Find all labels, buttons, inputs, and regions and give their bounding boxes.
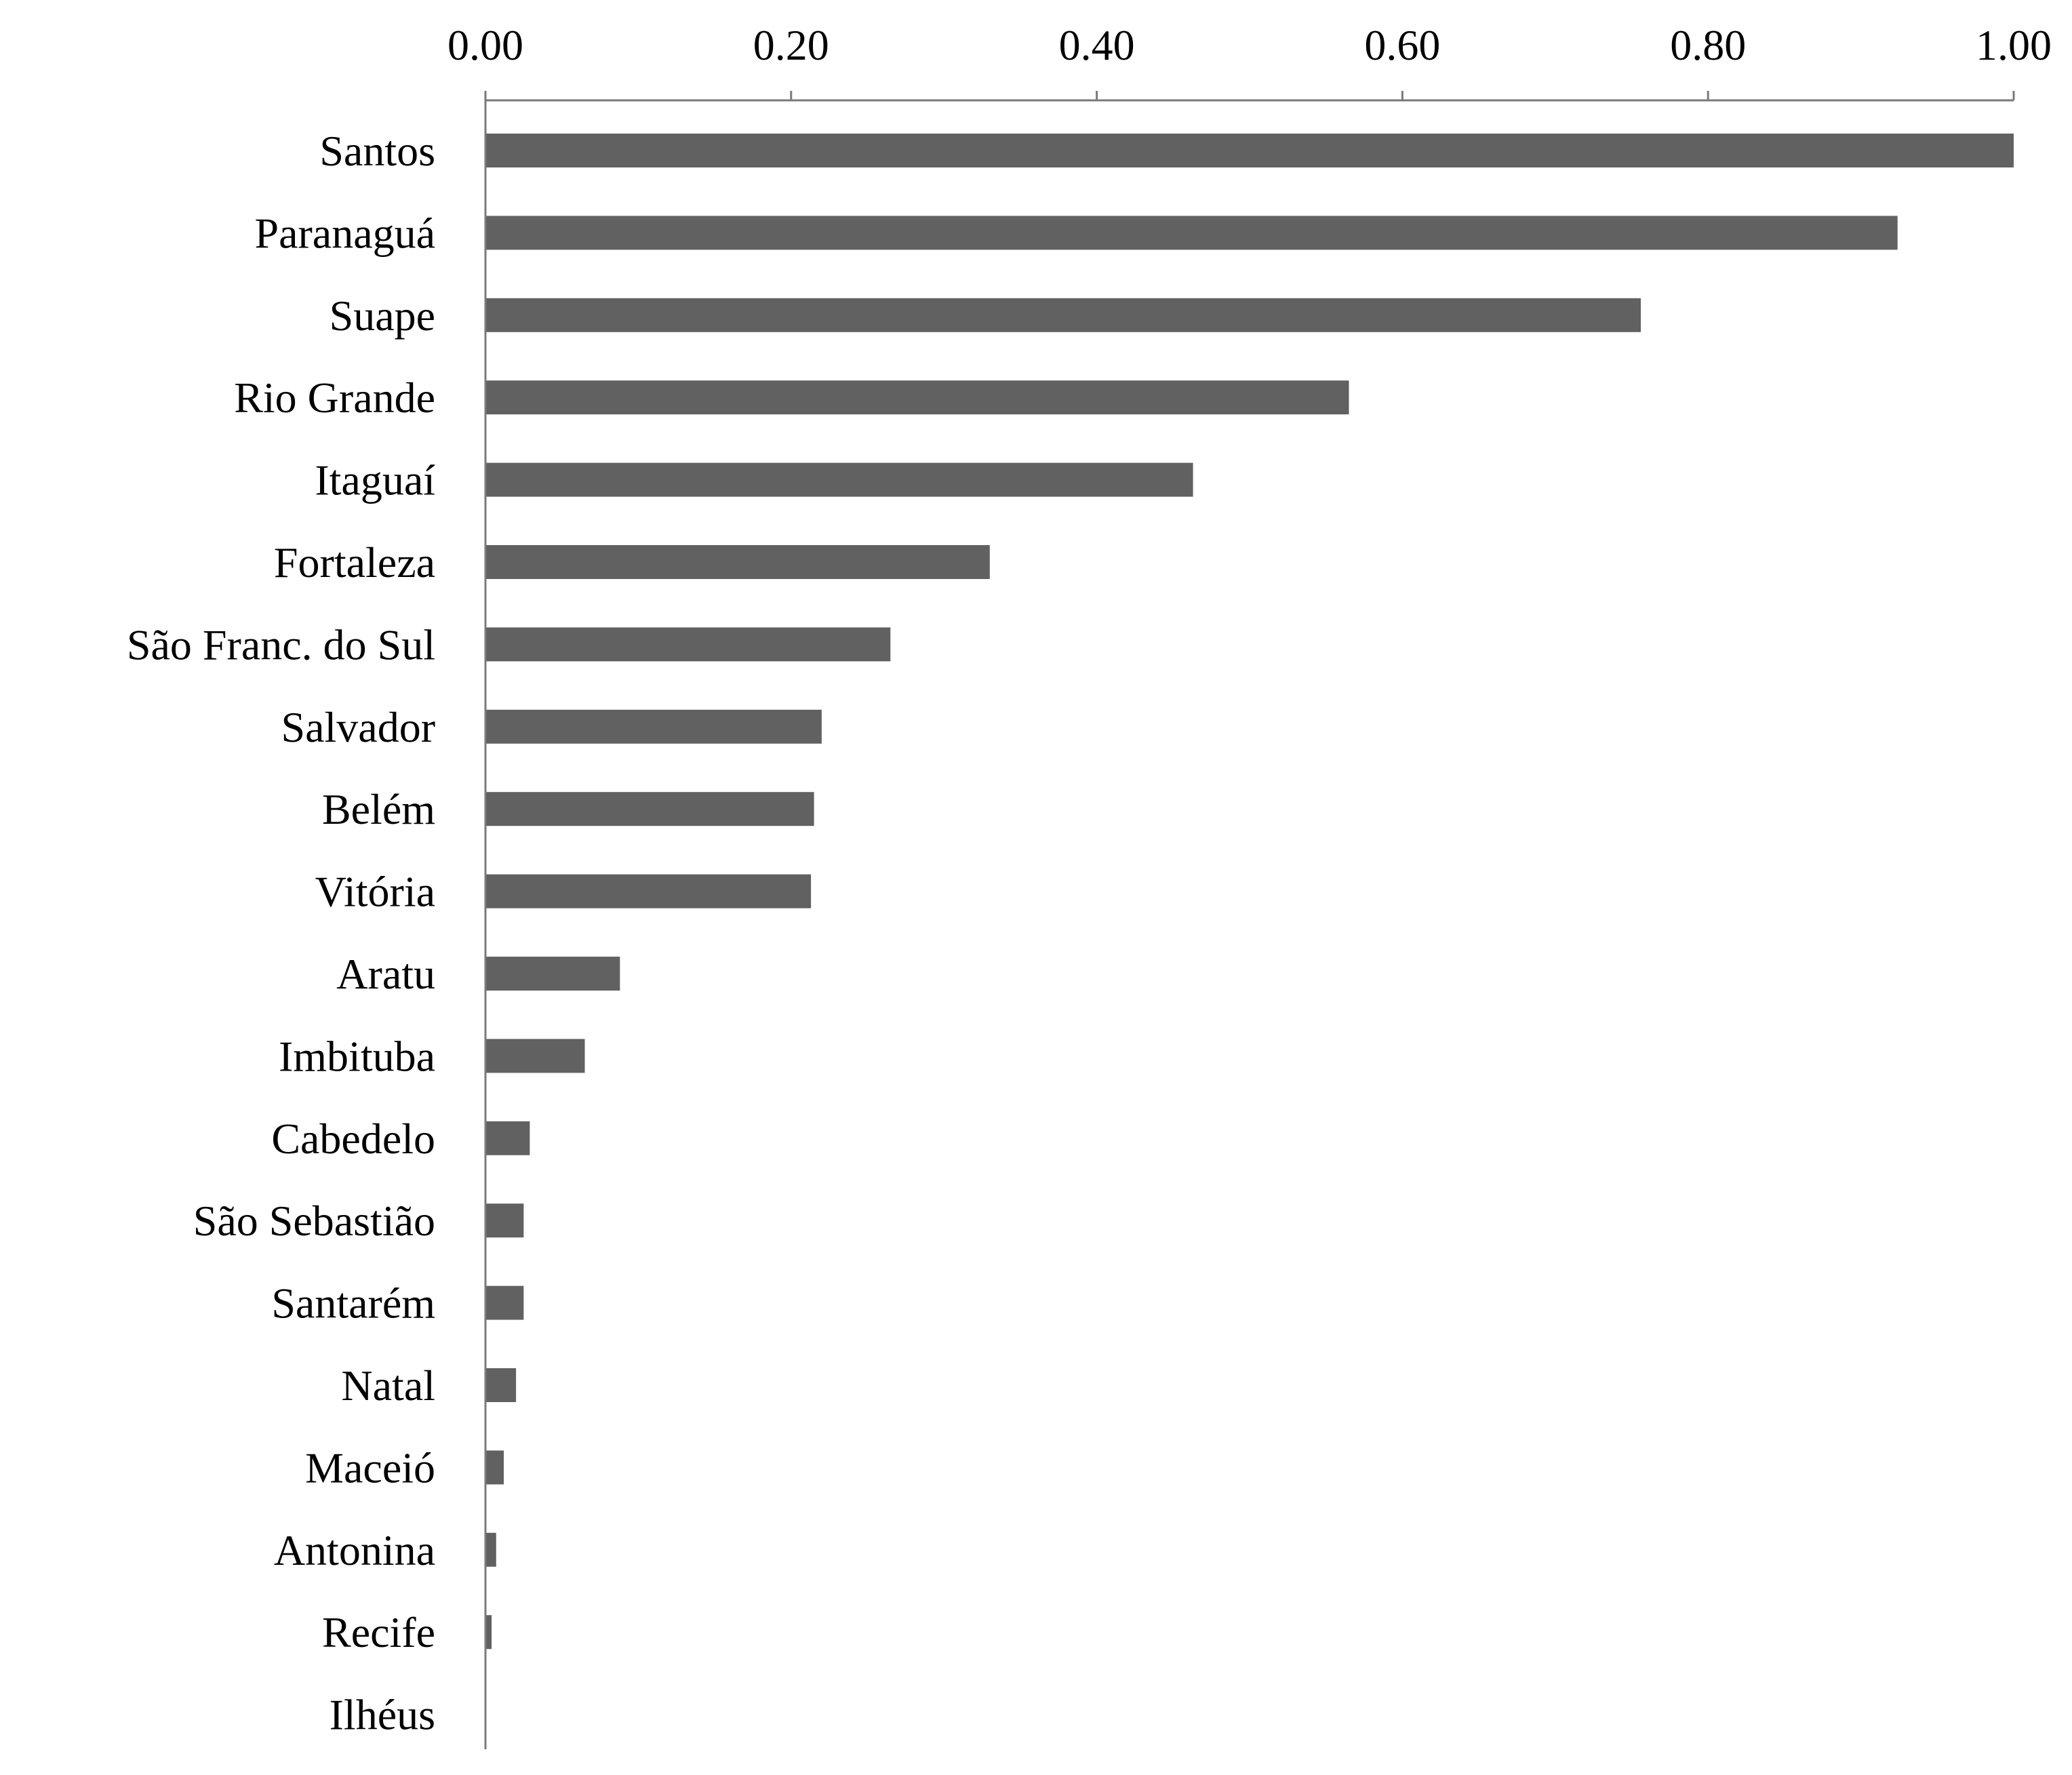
bar [485, 1532, 496, 1567]
category-label: Natal [341, 1361, 435, 1410]
bar [485, 462, 1193, 497]
bar [485, 627, 891, 662]
x-tick-label: 0.80 [1670, 21, 1746, 69]
x-tick-label: 0.00 [447, 21, 523, 69]
bar [485, 380, 1349, 415]
bar [485, 1203, 524, 1238]
bar [485, 792, 814, 826]
category-label: Itaguaí [315, 456, 435, 504]
bar [485, 874, 812, 909]
category-label: Antonina [274, 1526, 435, 1574]
category-label: Fortaleza [274, 538, 435, 586]
bar [485, 298, 1641, 332]
x-axis-tick-labels: 0.00 0.20 0.40 0.60 0.80 1.00 [447, 21, 2052, 69]
category-label: Salvador [281, 703, 436, 751]
bar [485, 709, 822, 744]
category-label: Rio Grande [234, 374, 435, 422]
category-label: São Franc. do Sul [127, 620, 435, 669]
bar [485, 1039, 585, 1073]
category-label: Cabedelo [271, 1115, 435, 1163]
category-label: Imbituba [279, 1032, 435, 1080]
category-label: São Sebastião [193, 1197, 435, 1245]
x-tick-label: 0.60 [1364, 21, 1440, 69]
bar [485, 1121, 530, 1155]
category-label: Ilhéus [330, 1691, 435, 1739]
bar [485, 1615, 492, 1650]
x-tick-label: 0.40 [1059, 21, 1135, 69]
x-tick-label: 1.00 [1976, 21, 2052, 69]
bar [485, 134, 2014, 167]
category-label: Recife [322, 1608, 435, 1656]
category-label: Paranaguá [254, 209, 435, 257]
x-tick-label: 0.20 [753, 21, 829, 69]
bar [485, 1450, 504, 1485]
category-label: Aratu [336, 950, 435, 998]
category-label: Belém [322, 785, 435, 833]
category-label: Santos [319, 127, 435, 175]
x-axis-ticks [484, 91, 2015, 100]
bar [485, 545, 990, 579]
category-label: Maceió [305, 1443, 435, 1492]
category-label: Suape [330, 292, 435, 340]
y-axis-category-labels: Santos Paranaguá Suape Rio Grande Itaguaí For… [127, 127, 435, 1739]
category-label: Santarém [271, 1279, 435, 1328]
bar [485, 1368, 517, 1402]
bar [485, 216, 1898, 250]
bar [485, 1285, 524, 1320]
category-label: Vitória [315, 868, 435, 916]
bars [485, 134, 2014, 1650]
bar [485, 957, 620, 991]
